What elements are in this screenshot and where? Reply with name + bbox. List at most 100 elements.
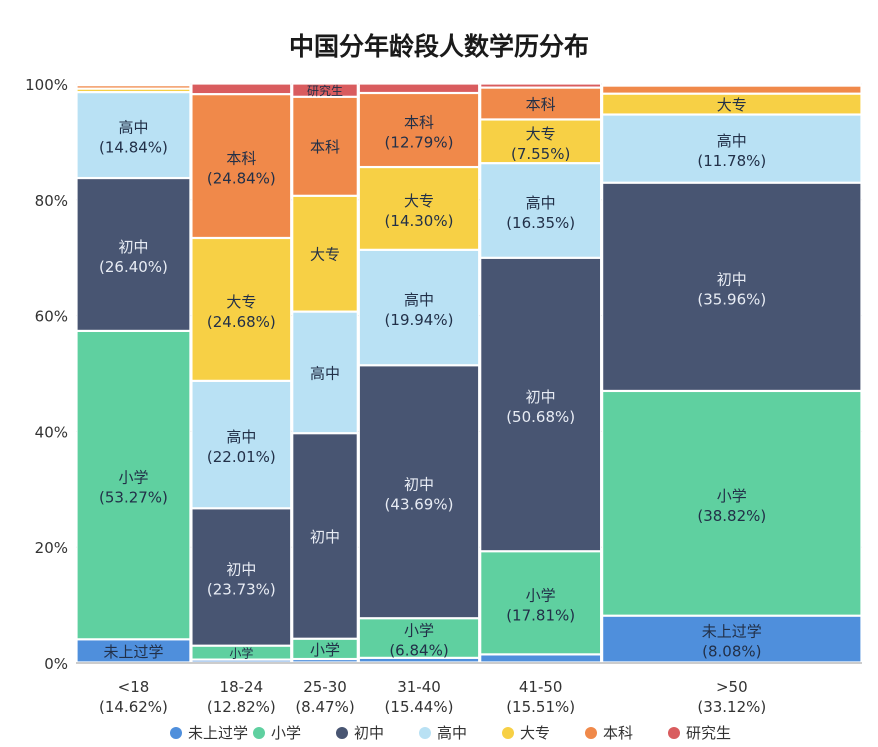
segment-未上过学 [358, 657, 480, 663]
legend-item: 高中 [437, 724, 467, 742]
segment-label: 初中 [310, 528, 340, 546]
segment-label: 本科 [404, 114, 434, 132]
segment-label-percent: (14.30%) [385, 212, 454, 230]
segment-本科 [76, 85, 191, 89]
legend-item: 研究生 [686, 724, 731, 742]
legend-marker [336, 727, 348, 739]
segment-未上过学 [76, 639, 191, 663]
segment-label-percent: (7.55%) [511, 145, 570, 163]
legend-item: 本科 [603, 724, 633, 742]
segment-label: 大专 [226, 293, 256, 311]
segment-label: 未上过学 [103, 643, 163, 661]
legend-marker [668, 727, 680, 739]
segment-高中 [76, 92, 191, 179]
y-tick-label: 100% [25, 76, 68, 94]
segment-label-percent: (53.27%) [99, 489, 168, 507]
x-tick-share: (8.47%) [295, 698, 354, 716]
legend-item: 大专 [520, 724, 550, 742]
x-tick-share: (14.62%) [99, 698, 168, 716]
segment-label-percent: (24.68%) [207, 313, 276, 331]
segment-未上过学 [602, 615, 862, 663]
segment-label: 研究生 [307, 83, 343, 98]
segment-高中 [292, 311, 358, 434]
segment-未上过学 [480, 654, 602, 663]
segment-本科 [292, 96, 358, 196]
segment-label: 大专 [404, 192, 434, 210]
y-tick-label: 40% [35, 423, 68, 441]
segment-研究生 [76, 83, 191, 86]
segment-label: 初中 [526, 388, 556, 406]
segment-label: 本科 [310, 138, 340, 156]
segment-label-percent: (50.68%) [506, 408, 575, 426]
segment-labels-layer: 未上过学小学(53.27%)初中(26.40%)高中(14.84%)小学初中(2… [99, 83, 766, 661]
chart-title: 中国分年龄段人数学历分布 [289, 32, 589, 61]
segment-label: 初中 [226, 561, 256, 579]
segment-小学 [76, 330, 191, 640]
legend-marker [170, 727, 182, 739]
segment-label-percent: (35.96%) [697, 290, 766, 308]
x-tick-label: 41-50 [519, 678, 563, 696]
legend-item: 未上过学 [188, 724, 248, 742]
segment-label: 大专 [310, 246, 340, 264]
segment-label-percent: (11.78%) [697, 152, 766, 170]
segment-label-percent: (22.01%) [207, 448, 276, 466]
legend-marker [502, 727, 514, 739]
segment-小学 [292, 638, 358, 660]
segment-本科 [480, 87, 602, 120]
segment-label: 高中 [526, 194, 556, 212]
segment-大专 [480, 119, 602, 164]
segment-初中 [76, 177, 191, 332]
segment-label: 高中 [404, 291, 434, 309]
segment-高中 [191, 380, 292, 509]
legend-marker [419, 727, 431, 739]
legend-marker [585, 727, 597, 739]
segment-label-percent: (26.40%) [99, 258, 168, 276]
segment-小学 [358, 618, 480, 658]
segment-label: 小学 [310, 641, 340, 659]
segment-label-percent: (8.08%) [702, 643, 761, 661]
x-tick-share: (15.44%) [385, 698, 454, 716]
x-tick-label: 31-40 [397, 678, 441, 696]
segment-研究生 [480, 83, 602, 88]
segment-label: 小学 [717, 487, 747, 505]
segment-大专 [191, 237, 292, 381]
segment-label: 本科 [226, 150, 256, 168]
segment-label: 高中 [226, 428, 256, 446]
segment-label: 初中 [404, 475, 434, 493]
segment-label-percent: (19.94%) [385, 311, 454, 329]
y-tick-label: 0% [44, 655, 68, 673]
x-tick-label: 25-30 [303, 678, 347, 696]
y-tick-label: 60% [35, 308, 68, 326]
segment-本科 [358, 92, 480, 168]
segment-初中 [191, 508, 292, 646]
x-tick-label: 18-24 [220, 678, 264, 696]
segment-label-percent: (43.69%) [385, 495, 454, 513]
segment-本科 [191, 94, 292, 239]
segment-初中 [292, 433, 358, 639]
segment-label-percent: (6.84%) [389, 642, 448, 660]
segment-label: 本科 [526, 95, 556, 113]
segment-label-percent: (38.82%) [697, 507, 766, 525]
segment-高中 [358, 249, 480, 366]
y-tick-label: 20% [35, 539, 68, 557]
bars-layer [76, 83, 862, 663]
x-tick-label: >50 [716, 678, 748, 696]
segment-label: 初中 [717, 270, 747, 288]
legend-item: 小学 [271, 724, 301, 742]
x-tick-share: (12.82%) [207, 698, 276, 716]
segment-小学 [191, 645, 292, 660]
segment-小学 [602, 390, 862, 616]
segment-本科 [602, 85, 862, 94]
x-tick-label: <18 [118, 678, 150, 696]
segment-未上过学 [191, 659, 292, 663]
y-tick-label: 80% [35, 192, 68, 210]
segment-初中 [480, 257, 602, 552]
legend: 未上过学 小学 初中 高中 大专 本科 研究生 [170, 724, 731, 742]
segment-高中 [602, 114, 862, 183]
segment-大专 [76, 88, 191, 93]
segment-label: 大专 [717, 96, 747, 114]
segment-label: 小学 [404, 622, 434, 640]
segment-label: 小学 [526, 586, 556, 604]
segment-label-percent: (24.84%) [207, 170, 276, 188]
